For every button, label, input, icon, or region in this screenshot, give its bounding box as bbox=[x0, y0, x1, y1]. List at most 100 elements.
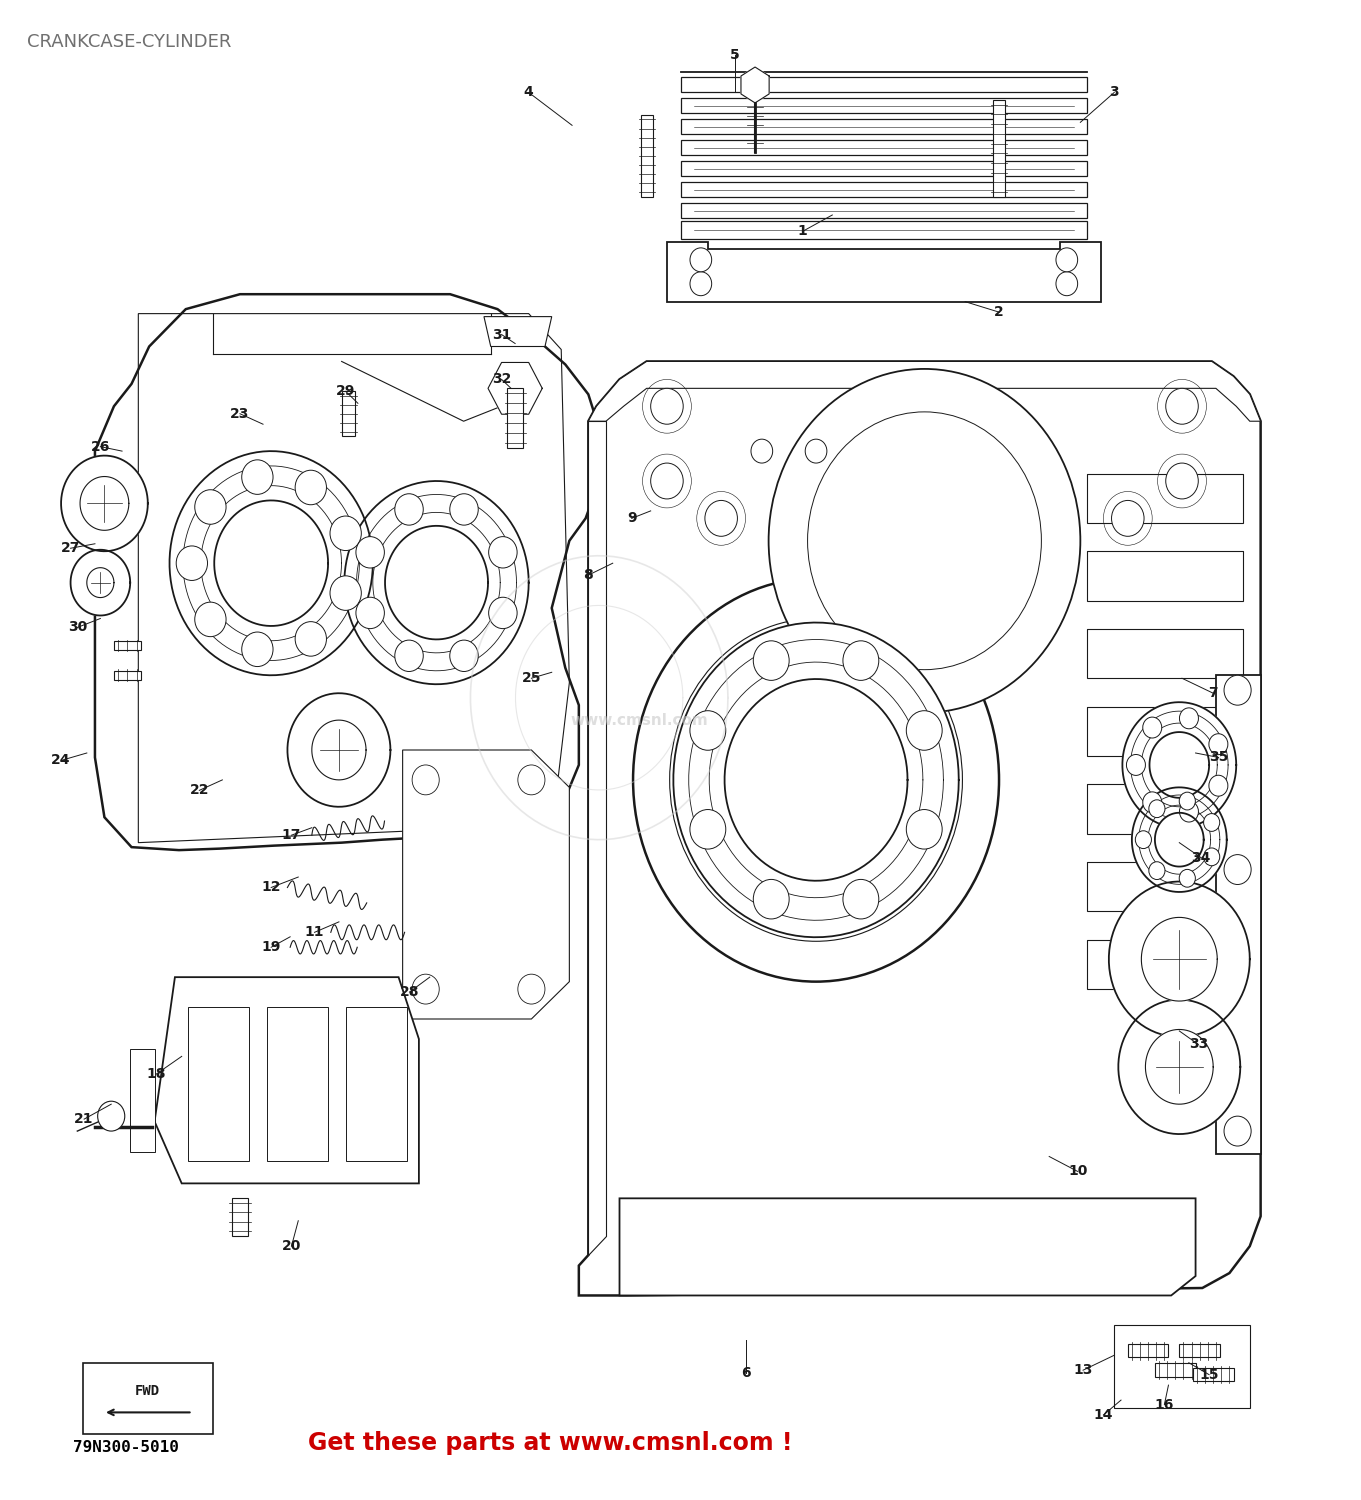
Circle shape bbox=[1166, 388, 1198, 424]
Polygon shape bbox=[1109, 882, 1249, 1036]
Text: 18: 18 bbox=[146, 1068, 166, 1082]
Text: 35: 35 bbox=[1209, 750, 1228, 765]
Polygon shape bbox=[588, 362, 1260, 422]
Polygon shape bbox=[724, 680, 908, 880]
Text: 15: 15 bbox=[1199, 1368, 1219, 1382]
Polygon shape bbox=[114, 670, 142, 680]
Bar bbox=[1087, 706, 1243, 756]
Polygon shape bbox=[231, 1198, 248, 1236]
Text: 25: 25 bbox=[521, 672, 542, 686]
Circle shape bbox=[295, 470, 327, 504]
Polygon shape bbox=[588, 422, 606, 1256]
Bar bbox=[680, 99, 1087, 114]
Bar bbox=[1087, 628, 1243, 678]
Polygon shape bbox=[385, 526, 489, 639]
Text: 11: 11 bbox=[305, 926, 324, 939]
Polygon shape bbox=[1179, 1344, 1219, 1358]
Circle shape bbox=[1179, 792, 1195, 810]
Polygon shape bbox=[71, 550, 131, 615]
Text: 3: 3 bbox=[1109, 86, 1119, 99]
Bar bbox=[188, 1007, 249, 1161]
Circle shape bbox=[751, 440, 773, 464]
Text: 30: 30 bbox=[68, 621, 87, 634]
Text: 12: 12 bbox=[261, 880, 280, 894]
Text: CRANKCASE-CYLINDER: CRANKCASE-CYLINDER bbox=[27, 33, 231, 51]
Circle shape bbox=[1143, 717, 1162, 738]
Polygon shape bbox=[312, 720, 366, 780]
Circle shape bbox=[1166, 464, 1198, 500]
Polygon shape bbox=[214, 501, 328, 626]
Polygon shape bbox=[344, 482, 528, 684]
Polygon shape bbox=[342, 392, 355, 436]
Bar bbox=[1087, 940, 1243, 988]
Polygon shape bbox=[1115, 1326, 1249, 1407]
Circle shape bbox=[1209, 734, 1228, 754]
Polygon shape bbox=[485, 316, 551, 346]
Polygon shape bbox=[1132, 788, 1226, 892]
Circle shape bbox=[295, 621, 327, 656]
Text: 6: 6 bbox=[740, 1366, 750, 1380]
Circle shape bbox=[176, 546, 207, 580]
Circle shape bbox=[1112, 501, 1145, 537]
Circle shape bbox=[242, 460, 274, 495]
Circle shape bbox=[1135, 831, 1151, 849]
Polygon shape bbox=[578, 362, 1260, 1296]
Bar bbox=[680, 141, 1087, 154]
Bar bbox=[131, 1050, 155, 1152]
Circle shape bbox=[651, 464, 683, 500]
Polygon shape bbox=[641, 116, 653, 196]
Bar bbox=[680, 202, 1087, 217]
Polygon shape bbox=[1128, 1344, 1169, 1358]
Bar bbox=[346, 1007, 407, 1161]
Circle shape bbox=[906, 711, 942, 750]
Polygon shape bbox=[994, 100, 1006, 196]
Polygon shape bbox=[1155, 813, 1203, 867]
Text: www.cmsnl.com: www.cmsnl.com bbox=[572, 712, 709, 728]
Circle shape bbox=[98, 1101, 125, 1131]
Circle shape bbox=[1179, 870, 1195, 886]
Circle shape bbox=[1056, 248, 1078, 272]
Circle shape bbox=[753, 879, 789, 920]
Text: 32: 32 bbox=[491, 372, 512, 387]
Text: 24: 24 bbox=[52, 753, 71, 768]
Bar bbox=[1087, 550, 1243, 600]
Circle shape bbox=[357, 597, 384, 628]
Polygon shape bbox=[155, 976, 419, 1184]
Circle shape bbox=[906, 810, 942, 849]
Circle shape bbox=[1180, 801, 1199, 822]
Polygon shape bbox=[1142, 918, 1217, 1001]
Text: 21: 21 bbox=[75, 1112, 94, 1126]
Polygon shape bbox=[1150, 732, 1209, 798]
Circle shape bbox=[1149, 861, 1165, 879]
Circle shape bbox=[449, 640, 478, 672]
Circle shape bbox=[195, 602, 226, 636]
Circle shape bbox=[806, 440, 827, 464]
Text: 17: 17 bbox=[282, 828, 301, 842]
Text: FWD: FWD bbox=[135, 1384, 161, 1398]
Circle shape bbox=[195, 489, 226, 525]
Circle shape bbox=[517, 974, 544, 1004]
Circle shape bbox=[842, 879, 879, 920]
Text: 26: 26 bbox=[91, 440, 110, 453]
Text: 7: 7 bbox=[1209, 686, 1218, 700]
Circle shape bbox=[651, 388, 683, 424]
Text: 31: 31 bbox=[491, 327, 512, 342]
Text: 2: 2 bbox=[994, 304, 1004, 320]
Bar bbox=[680, 78, 1087, 93]
Text: 34: 34 bbox=[1191, 850, 1211, 864]
Bar bbox=[1087, 474, 1243, 524]
Circle shape bbox=[690, 248, 712, 272]
Polygon shape bbox=[619, 1198, 1195, 1296]
Text: 9: 9 bbox=[627, 512, 637, 525]
Circle shape bbox=[807, 413, 1041, 669]
Polygon shape bbox=[170, 452, 373, 675]
Circle shape bbox=[1149, 800, 1165, 818]
Circle shape bbox=[716, 669, 917, 891]
Circle shape bbox=[1224, 675, 1251, 705]
Circle shape bbox=[412, 765, 440, 795]
Text: 33: 33 bbox=[1188, 1038, 1209, 1052]
Polygon shape bbox=[403, 750, 569, 1018]
Text: 5: 5 bbox=[729, 48, 739, 62]
Polygon shape bbox=[87, 567, 114, 597]
Circle shape bbox=[517, 765, 544, 795]
